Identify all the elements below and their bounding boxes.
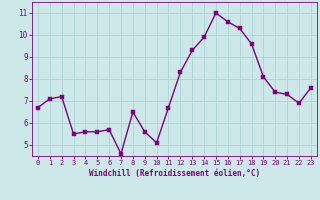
X-axis label: Windchill (Refroidissement éolien,°C): Windchill (Refroidissement éolien,°C) — [89, 169, 260, 178]
